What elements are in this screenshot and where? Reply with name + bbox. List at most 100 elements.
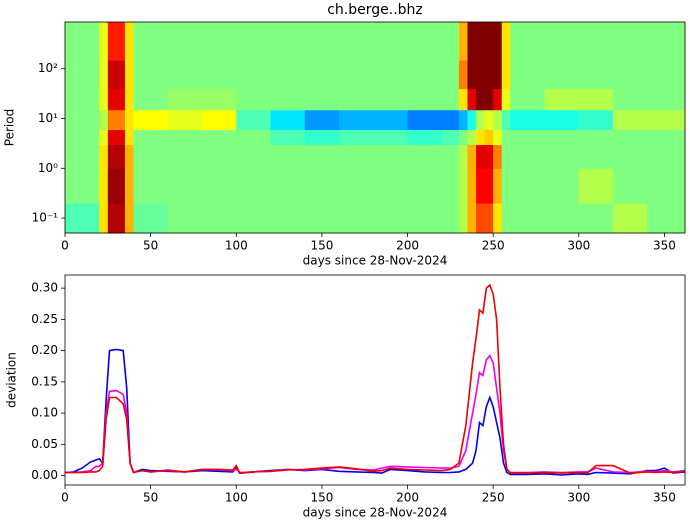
heatmap-cell bbox=[501, 22, 511, 61]
heatmap-cell bbox=[236, 144, 272, 169]
heatmap-cell bbox=[270, 168, 306, 204]
x-tick-label: 100 bbox=[225, 239, 248, 253]
heatmap-cell bbox=[441, 168, 460, 204]
heatmap-cell bbox=[441, 129, 460, 146]
heatmap-cell bbox=[467, 109, 477, 131]
heatmap-cell bbox=[116, 168, 126, 204]
heatmap-cell bbox=[339, 129, 374, 146]
heatmap-cell bbox=[578, 22, 614, 61]
heatmap-cell bbox=[501, 59, 511, 90]
heatmap-cell bbox=[578, 203, 614, 234]
heatmap-cell bbox=[167, 129, 203, 146]
heatmap-cell bbox=[339, 22, 374, 61]
heatmap-cell bbox=[510, 59, 546, 90]
heatmap-cell bbox=[484, 129, 494, 146]
heatmap-cell bbox=[476, 168, 486, 204]
heatmap-cell bbox=[493, 129, 503, 146]
heatmap-cell bbox=[544, 168, 580, 204]
heatmap-cell bbox=[133, 109, 169, 131]
heatmap-cell bbox=[339, 88, 374, 111]
heatmap-cell bbox=[124, 59, 135, 90]
heatmap-cell bbox=[236, 109, 272, 131]
heatmap-cell bbox=[202, 88, 237, 111]
heatmap-cell bbox=[167, 109, 203, 131]
heatmap-cell bbox=[270, 22, 306, 61]
x-tick-label: 300 bbox=[567, 239, 590, 253]
heatmap-cell bbox=[236, 88, 272, 111]
heatmap-cell bbox=[510, 88, 546, 111]
heatmap-cell bbox=[116, 129, 126, 146]
heatmap-cell bbox=[467, 59, 477, 90]
heatmap-cell bbox=[124, 88, 135, 111]
heatmap-cell bbox=[647, 22, 686, 61]
heatmap-cell bbox=[493, 88, 503, 111]
y-tick-label: 10⁰ bbox=[38, 161, 58, 175]
heatmap-cell bbox=[99, 168, 109, 204]
heatmap-cell bbox=[493, 203, 503, 234]
heatmap-cell bbox=[124, 129, 135, 146]
heatmap-cell bbox=[484, 88, 494, 111]
heatmap-cell bbox=[270, 59, 306, 90]
heatmap-cell bbox=[116, 88, 126, 111]
heatmap-cell bbox=[373, 59, 409, 90]
x-tick-label: 150 bbox=[310, 491, 333, 505]
heatmap-cell bbox=[202, 203, 237, 234]
heatmap-cell bbox=[304, 168, 340, 204]
heatmap-cell bbox=[501, 129, 511, 146]
x-tick-label: 100 bbox=[225, 491, 248, 505]
heatmap-cell bbox=[236, 168, 272, 204]
heatmap-cell bbox=[65, 144, 100, 169]
heatmap-cell bbox=[133, 203, 169, 234]
heatmap-cell bbox=[116, 59, 126, 90]
heatmap-cell bbox=[65, 129, 100, 146]
heatmap-cell bbox=[373, 144, 409, 169]
heatmap-cell bbox=[99, 144, 109, 169]
heatmap-cell bbox=[613, 88, 648, 111]
heatmap-cell bbox=[647, 109, 686, 131]
x-tick-label: 350 bbox=[653, 491, 676, 505]
heatmap-cell bbox=[544, 88, 580, 111]
heatmap-cell bbox=[578, 88, 614, 111]
x-tick-label: 350 bbox=[653, 239, 676, 253]
heatmap-cell bbox=[373, 88, 409, 111]
heatmap-cell bbox=[544, 59, 580, 90]
heatmap-cell bbox=[647, 168, 686, 204]
heatmap-cell bbox=[202, 109, 237, 131]
heatmap-cell bbox=[133, 144, 169, 169]
heatmap-cell bbox=[441, 59, 460, 90]
y-tick-label: 10² bbox=[38, 61, 58, 75]
heatmap-cell bbox=[467, 22, 477, 61]
y-axis-label: deviation bbox=[5, 352, 19, 408]
heatmap-cell bbox=[65, 109, 100, 131]
heatmap-cell bbox=[116, 109, 126, 131]
line-series bbox=[65, 354, 686, 474]
heatmap-cell bbox=[107, 168, 117, 204]
heatmap-cell bbox=[236, 59, 272, 90]
heatmap-cell bbox=[458, 144, 468, 169]
heatmap-cell bbox=[270, 129, 306, 146]
x-tick-label: 0 bbox=[61, 491, 69, 505]
heatmap-cell bbox=[458, 59, 468, 90]
x-tick-label: 250 bbox=[482, 239, 505, 253]
heatmap-cell bbox=[202, 22, 237, 61]
heatmap-cell bbox=[613, 109, 648, 131]
x-tick-label: 200 bbox=[396, 239, 419, 253]
heatmap-cell bbox=[116, 203, 126, 234]
heatmap-cell bbox=[107, 203, 117, 234]
y-tick-label: 0.30 bbox=[31, 281, 58, 295]
heatmap-cell bbox=[107, 144, 117, 169]
heatmap-cell bbox=[467, 203, 477, 234]
heatmap-cell bbox=[270, 144, 306, 169]
heatmap-cell bbox=[578, 168, 614, 204]
heatmap-cell bbox=[236, 22, 272, 61]
heatmap-cell bbox=[578, 129, 614, 146]
heatmap-cell bbox=[647, 203, 686, 234]
heatmap-cell bbox=[458, 88, 468, 111]
heatmap-cell bbox=[484, 109, 494, 131]
heatmap-cell bbox=[493, 144, 503, 169]
heatmap-cell bbox=[613, 129, 648, 146]
heatmap-cell bbox=[304, 59, 340, 90]
heatmap-cell bbox=[544, 144, 580, 169]
heatmap-cell bbox=[441, 144, 460, 169]
